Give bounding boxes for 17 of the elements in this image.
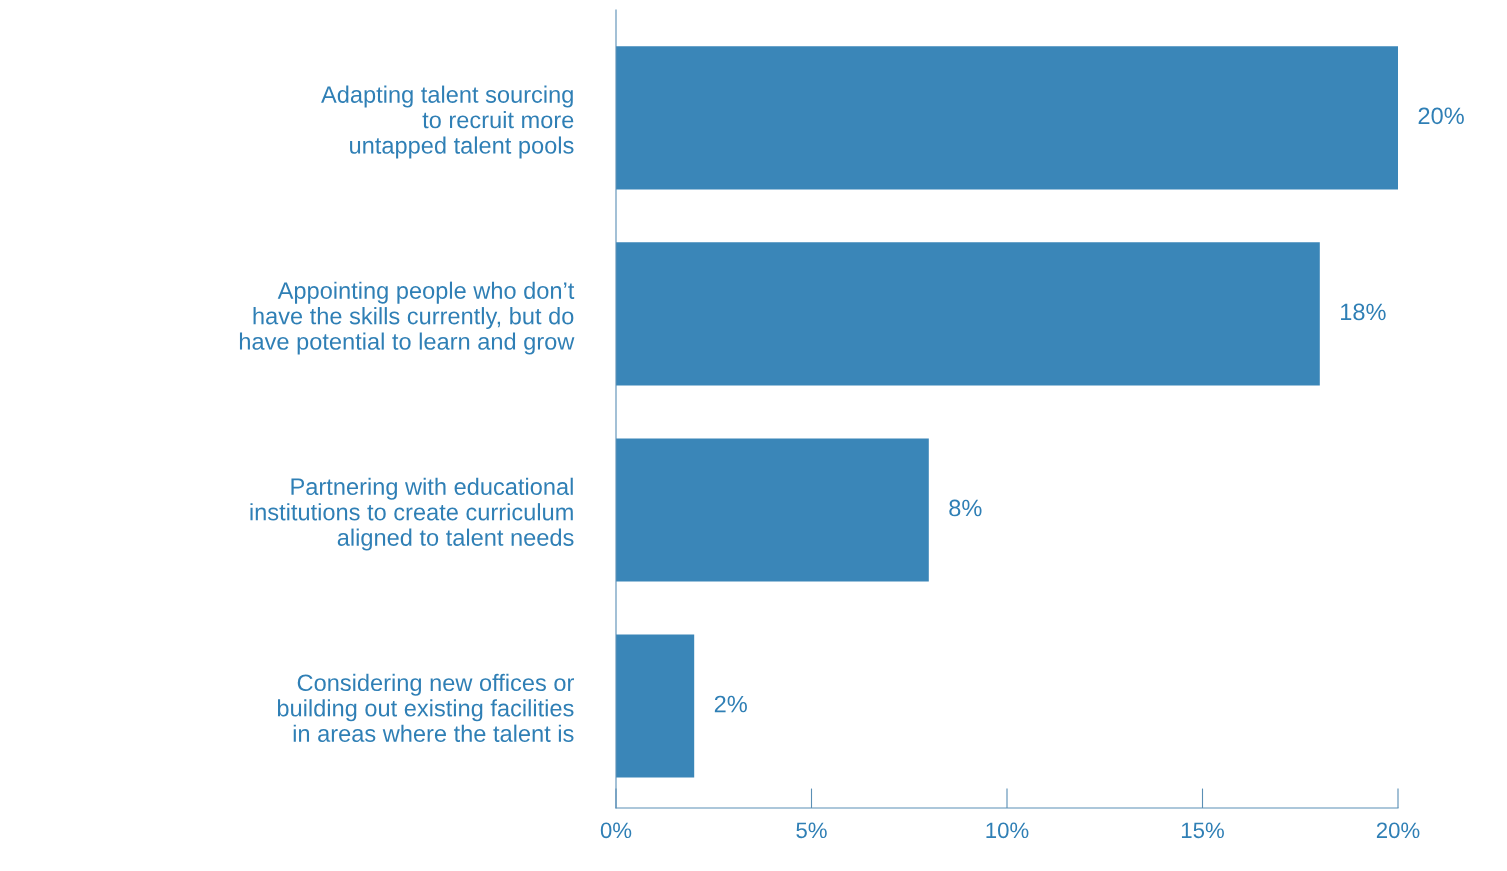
data-label: 18% [1341, 303, 1386, 321]
bar [616, 46, 1398, 190]
x-tick-label: 10% [986, 822, 1029, 839]
y-tick-label: Adapting talent sourcing to recruit more untapped talent pools [321, 85, 574, 159]
x-tick-label: 20% [1376, 822, 1420, 839]
y-tick-label: Appointing people who don’t have the skills currently, but do have potential to learn and grow [239, 281, 575, 355]
bar [616, 634, 695, 778]
bar [616, 242, 1320, 386]
y-tick-label: Considering new offices or building out existing facilities in areas where the talent is [277, 673, 574, 742]
data-label: 8% [949, 499, 982, 517]
data-label: 2% [714, 695, 747, 713]
bar [616, 438, 929, 582]
data-label: 20% [1418, 107, 1464, 125]
y-tick-label: Partnering with educational institutions to create curriculum aligned to talent needs [250, 477, 574, 551]
x-tick-label: 0% [600, 822, 632, 839]
x-tick-label: 15% [1181, 822, 1224, 839]
x-tick-label: 5% [796, 822, 827, 839]
